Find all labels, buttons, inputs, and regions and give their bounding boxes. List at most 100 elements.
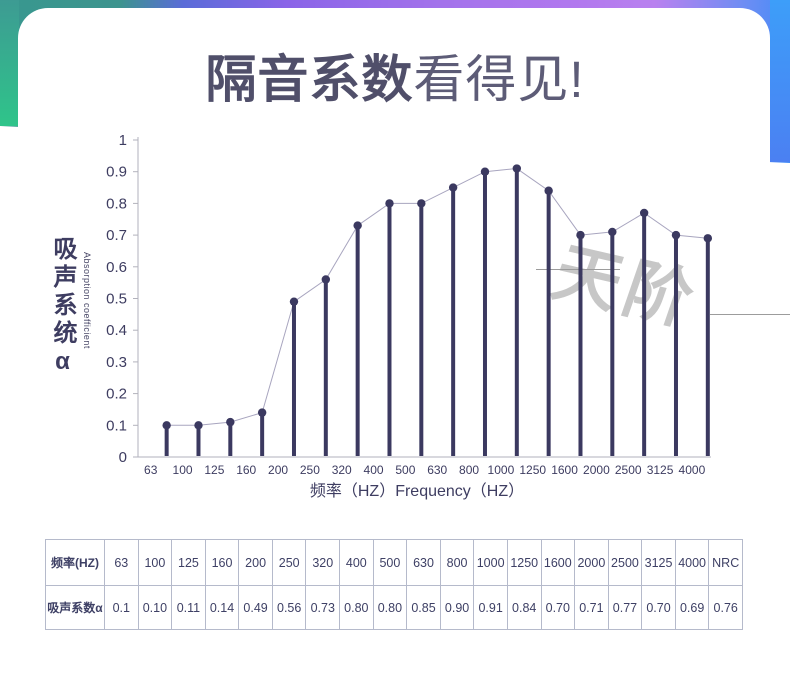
page-title-bold: 隔音系数 <box>205 51 414 108</box>
frequency-cell: 1000 <box>473 539 508 586</box>
y-axis-label-chinese: 吸声系统α <box>49 236 76 379</box>
x-tick-label: 800 <box>459 463 479 477</box>
x-tick-label: 4000 <box>679 463 706 477</box>
frequency-cell: 800 <box>439 539 475 586</box>
frequency-cell: 125 <box>171 539 206 586</box>
data-point-dot <box>289 297 299 306</box>
x-tick-label: 500 <box>395 463 415 477</box>
watermark-line-left <box>536 269 620 270</box>
frequency-cell: 1600 <box>540 539 576 586</box>
x-tick-label: 2500 <box>615 463 642 477</box>
coefficient-cell: 0.69 <box>674 585 710 630</box>
coefficient-cell: 0.77 <box>607 585 643 630</box>
coefficient-cell: 0.76 <box>708 585 743 630</box>
x-tick-label: 160 <box>236 463 256 477</box>
coefficient-cell: 0.73 <box>305 585 341 630</box>
absorption-data-table: 频率(HZ) 63 100 125 160 200 250 320 400 500 630 800 1… <box>45 539 743 630</box>
coefficient-cell: 0.11 <box>171 585 206 630</box>
frequency-cell: 2500 <box>607 539 643 586</box>
y-axis-label-english: Absorption coefficient <box>82 252 92 349</box>
frequency-cell: 320 <box>305 539 341 586</box>
x-tick-label: 200 <box>268 463 288 477</box>
data-point-dot <box>576 230 585 240</box>
data-point-dot <box>162 421 171 430</box>
x-tick-label: 2000 <box>583 463 610 477</box>
data-point-dot <box>417 199 426 208</box>
x-axis-label: 频率（HZ）Frequency（HZ） <box>309 483 525 500</box>
data-point-dot <box>257 408 267 417</box>
frequency-cell: 2000 <box>574 539 609 586</box>
coefficient-cell: 0.14 <box>204 585 240 630</box>
banner-right-blue-strip <box>770 0 790 162</box>
table-row-frequency: 频率(HZ) 63 100 125 160 200 250 320 400 500 630 800 1… <box>45 539 743 586</box>
data-point-dot <box>194 421 203 430</box>
table-row-header-frequency: 频率(HZ) <box>45 539 105 586</box>
coefficient-cell: 0.85 <box>406 585 441 630</box>
frequency-cell: 160 <box>204 539 240 586</box>
x-tick-label: 250 <box>300 463 320 477</box>
coefficient-cell: 0.71 <box>574 585 609 630</box>
x-tick-label: 63 <box>144 463 158 477</box>
coefficient-cell: 0.84 <box>506 585 542 630</box>
frequency-cell: 400 <box>339 539 374 586</box>
page-title-light: 看得见! <box>413 51 585 108</box>
watermark-line-right <box>710 314 790 315</box>
y-tick-label: 0.9 <box>106 164 127 181</box>
x-tick-label: 125 <box>204 463 224 477</box>
page-title: 隔音系数看得见! <box>0 38 790 112</box>
connector-line <box>166 168 708 426</box>
coefficient-cell: 0.56 <box>271 585 307 630</box>
x-tick-label: 320 <box>332 463 352 477</box>
data-point-dot <box>512 164 522 173</box>
frequency-cell: 63 <box>104 539 139 586</box>
coefficient-cell: 0.10 <box>137 585 173 630</box>
x-tick-label: 400 <box>364 463 384 477</box>
y-tick-label: 0.1 <box>106 417 127 434</box>
frequency-cell: 250 <box>271 539 307 586</box>
x-tick-label: 3125 <box>647 463 674 477</box>
coefficient-cell: 0.80 <box>339 585 374 630</box>
coefficient-cell: 0.1 <box>104 585 139 630</box>
y-tick-label: 0.4 <box>106 322 127 339</box>
y-tick-label: 0.2 <box>106 386 127 403</box>
y-tick-label: 0.6 <box>106 259 127 276</box>
data-point-dot <box>608 227 617 237</box>
frequency-cell: 500 <box>372 539 408 586</box>
coefficient-cell: 0.49 <box>238 585 273 630</box>
data-point-dot <box>544 186 553 195</box>
y-tick-label: 0.8 <box>106 195 127 212</box>
data-point-dot <box>639 208 649 218</box>
frequency-cell: 1250 <box>506 539 542 586</box>
frequency-cell: 3125 <box>641 539 676 586</box>
x-tick-label: 1250 <box>519 463 546 477</box>
data-point-dot <box>671 230 681 240</box>
data-point-dot <box>480 167 490 176</box>
y-tick-label: 0 <box>119 449 127 466</box>
x-tick-label: 1000 <box>488 463 515 477</box>
frequency-cell: 100 <box>137 539 173 586</box>
table-row-header-coefficient: 吸声系数α <box>45 585 105 630</box>
data-point-dot <box>321 275 331 284</box>
x-tick-label: 100 <box>173 463 193 477</box>
frequency-cell: NRC <box>708 539 743 586</box>
banner-left-green-strip <box>0 0 19 126</box>
table-row-coefficient: 吸声系数α 0.1 0.10 0.11 0.14 0.49 0.56 0.73 0.80 0.8… <box>45 585 743 630</box>
frequency-cell: 630 <box>406 539 441 586</box>
coefficient-cell: 0.70 <box>540 585 576 630</box>
frequency-cell: 200 <box>238 539 273 586</box>
coefficient-cell: 0.70 <box>641 585 676 630</box>
data-point-dot <box>448 183 458 192</box>
y-tick-label: 0.5 <box>106 291 127 308</box>
data-point-dot <box>385 199 394 208</box>
x-tick-label: 630 <box>427 463 447 477</box>
coefficient-cell: 0.91 <box>473 585 508 630</box>
data-point-dot <box>226 417 235 427</box>
data-point-dot <box>703 234 713 243</box>
y-tick-label: 1 <box>119 132 127 149</box>
coefficient-cell: 0.80 <box>372 585 408 630</box>
data-point-dot <box>353 221 362 230</box>
x-tick-label: 1600 <box>551 463 578 477</box>
y-tick-label: 0.3 <box>106 354 127 371</box>
